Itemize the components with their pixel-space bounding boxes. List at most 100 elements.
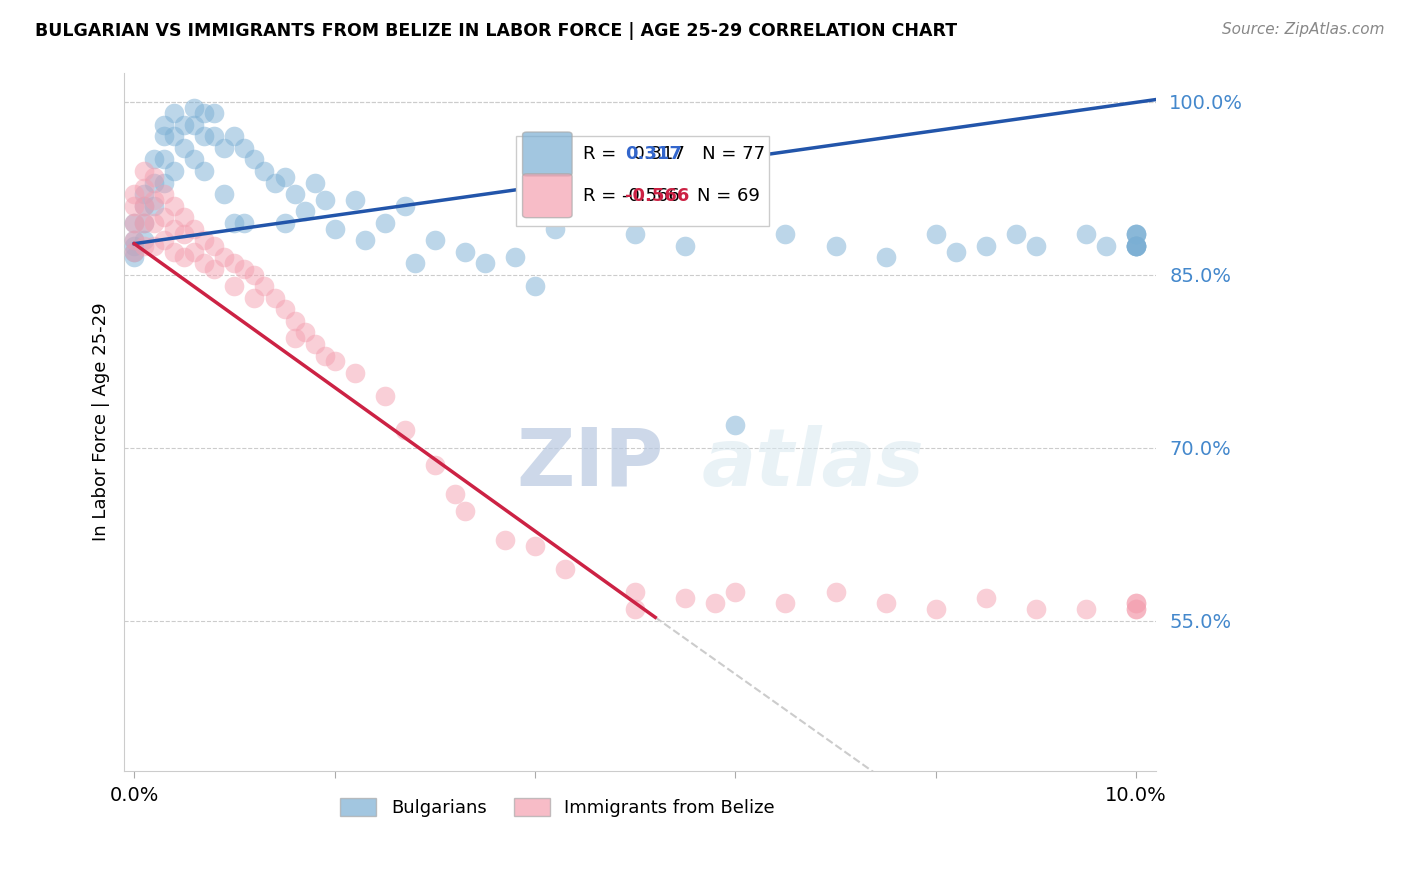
Point (122, 233, 145, 247)
Point (163, 106, 186, 120)
Point (263, 291, 285, 305)
Point (134, 239, 156, 253)
Point (214, 141, 236, 155)
Point (163, 198, 186, 212)
Point (474, 256, 496, 270)
Point (314, 193, 336, 207)
Legend: Bulgarians, Immigrants from Belize: Bulgarians, Immigrants from Belize (333, 790, 782, 824)
Point (134, 198, 156, 212)
Point (122, 239, 145, 253)
Point (1125, 602, 1147, 616)
FancyBboxPatch shape (523, 132, 572, 176)
Point (544, 221, 567, 235)
Point (122, 233, 145, 247)
Point (253, 279, 276, 293)
Point (143, 216, 166, 230)
Point (183, 221, 205, 235)
Point (875, 597, 897, 611)
Text: R = -0.566   N = 69: R = -0.566 N = 69 (583, 187, 761, 205)
Point (273, 302, 295, 317)
Point (183, 153, 205, 167)
Point (134, 181, 156, 195)
Point (122, 244, 145, 259)
Point (775, 227, 797, 242)
Point (243, 268, 266, 282)
Point (704, 597, 727, 611)
Point (1125, 597, 1147, 611)
FancyBboxPatch shape (523, 174, 572, 218)
Point (122, 198, 145, 212)
Point (243, 153, 266, 167)
Point (193, 106, 215, 120)
Point (143, 193, 166, 207)
Point (214, 187, 236, 202)
Point (122, 216, 145, 230)
Point (524, 279, 547, 293)
Point (1125, 239, 1147, 253)
Point (1125, 227, 1147, 242)
Point (143, 153, 166, 167)
Point (1125, 602, 1147, 616)
Point (283, 187, 305, 202)
Point (173, 118, 195, 132)
Point (202, 239, 225, 253)
Point (163, 221, 186, 235)
Point (143, 169, 166, 184)
Point (153, 176, 176, 190)
Text: R =   0.317   N = 77: R = 0.317 N = 77 (583, 145, 765, 163)
Point (273, 216, 295, 230)
Point (233, 262, 256, 277)
Point (1074, 227, 1097, 242)
Point (183, 118, 205, 132)
Point (122, 251, 145, 265)
Point (243, 291, 266, 305)
Point (202, 262, 225, 277)
Point (173, 227, 195, 242)
Point (494, 533, 516, 547)
Point (153, 153, 176, 167)
Point (122, 216, 145, 230)
Point (193, 233, 215, 247)
Point (193, 256, 215, 270)
Point (143, 176, 166, 190)
Point (233, 216, 256, 230)
Text: BULGARIAN VS IMMIGRANTS FROM BELIZE IN LABOR FORCE | AGE 25-29 CORRELATION CHART: BULGARIAN VS IMMIGRANTS FROM BELIZE IN L… (35, 22, 957, 40)
Point (444, 487, 467, 501)
Text: ZIP: ZIP (516, 425, 664, 503)
Point (153, 129, 176, 144)
Text: 0.317: 0.317 (624, 145, 682, 163)
Point (323, 221, 346, 235)
Point (163, 129, 186, 144)
Point (153, 118, 176, 132)
Y-axis label: In Labor Force | Age 25-29: In Labor Force | Age 25-29 (93, 302, 110, 541)
Point (724, 585, 747, 599)
Point (925, 227, 948, 242)
Point (945, 244, 967, 259)
Point (143, 239, 166, 253)
Text: atlas: atlas (702, 425, 925, 503)
Point (624, 227, 647, 242)
Point (304, 337, 326, 351)
Point (323, 354, 346, 368)
Point (224, 129, 246, 144)
Point (1025, 239, 1047, 253)
Point (134, 198, 156, 212)
Point (1074, 602, 1097, 616)
Point (314, 349, 336, 363)
Point (824, 239, 846, 253)
Point (134, 164, 156, 178)
Point (673, 239, 696, 253)
Point (163, 164, 186, 178)
Point (273, 169, 295, 184)
Point (374, 216, 396, 230)
Point (1125, 227, 1147, 242)
Point (775, 597, 797, 611)
Point (1025, 602, 1047, 616)
Point (394, 424, 416, 438)
Text: -0.566: -0.566 (624, 187, 689, 205)
Point (554, 562, 576, 576)
Point (163, 244, 186, 259)
Point (974, 239, 997, 253)
Point (1005, 227, 1028, 242)
Point (394, 198, 416, 212)
